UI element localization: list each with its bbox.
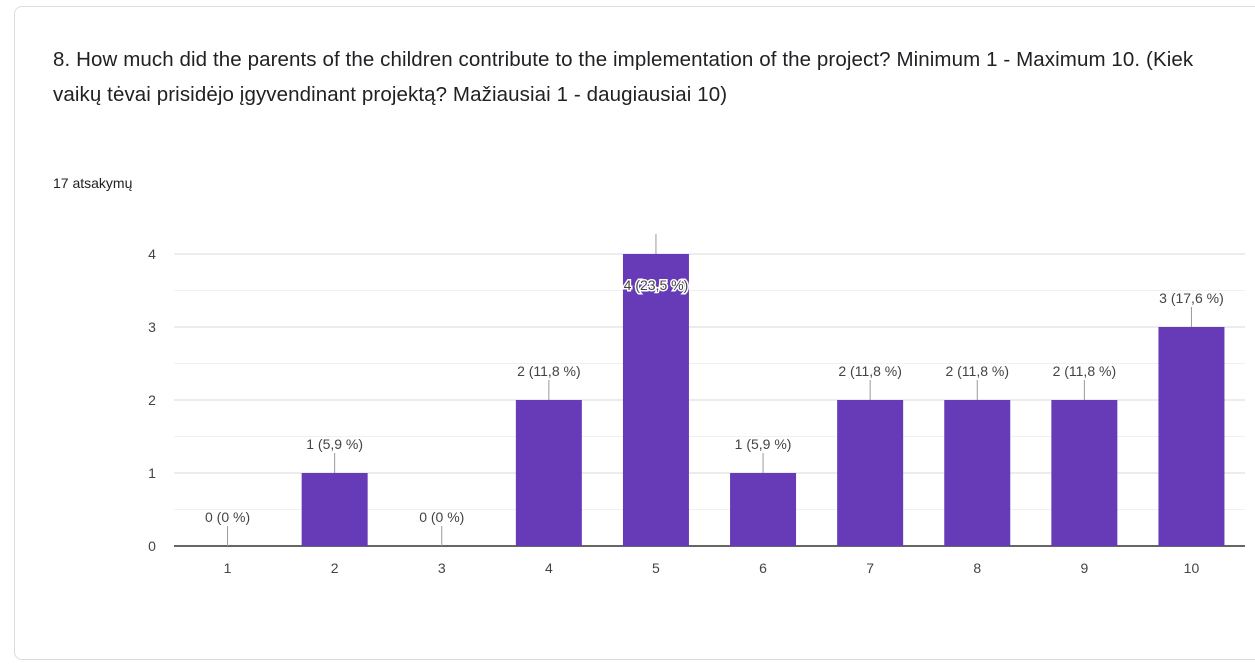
data-label: 3 (17,6 %): [1159, 290, 1224, 306]
y-tick-label: 2: [148, 392, 156, 408]
x-tick-label: 3: [438, 560, 446, 576]
bar: [1158, 327, 1225, 546]
bar: [730, 473, 797, 546]
x-tick-label: 4: [545, 560, 553, 576]
x-tick-label: 2: [331, 560, 339, 576]
x-tick-label: 6: [759, 560, 767, 576]
data-label: 2 (11,8 %): [945, 363, 1009, 379]
data-label: 0 (0 %): [205, 509, 250, 525]
data-label: 0 (0 %): [419, 509, 464, 525]
bar: [622, 254, 689, 546]
data-label: 2 (11,8 %): [838, 363, 902, 379]
x-tick-label: 1: [224, 560, 232, 576]
bar: [944, 400, 1011, 546]
y-tick-label: 4: [148, 246, 156, 262]
chart-data-labels: 0 (0 %) 1 (5,9 %) 0 (0 %) 2 (11,8 %) 4 (23,5…: [205, 234, 1224, 546]
x-tick-label: 8: [973, 560, 981, 576]
data-label: 1 (5,9 %): [735, 436, 792, 452]
y-tick-label: 3: [148, 319, 156, 335]
response-count: 17 atsakymų: [53, 175, 133, 191]
x-tick-label: 10: [1184, 560, 1200, 576]
chart-bars: [301, 254, 1225, 546]
x-tick-label: 5: [652, 560, 660, 576]
y-tick-label: 1: [148, 465, 156, 481]
bar: [1051, 400, 1118, 546]
bar: [837, 400, 904, 546]
data-label: 2 (11,8 %): [1053, 363, 1117, 379]
data-label: 2 (11,8 %): [517, 363, 581, 379]
question-title: 8. How much did the parents of the child…: [53, 48, 1194, 106]
x-tick-label: 7: [866, 560, 874, 576]
bar: [515, 400, 582, 546]
data-label: 4 (23,5 %): [624, 277, 689, 293]
y-tick-label: 0: [148, 538, 156, 554]
x-tick-label: 9: [1080, 560, 1088, 576]
bar: [301, 473, 368, 546]
data-label: 1 (5,9 %): [306, 436, 363, 452]
